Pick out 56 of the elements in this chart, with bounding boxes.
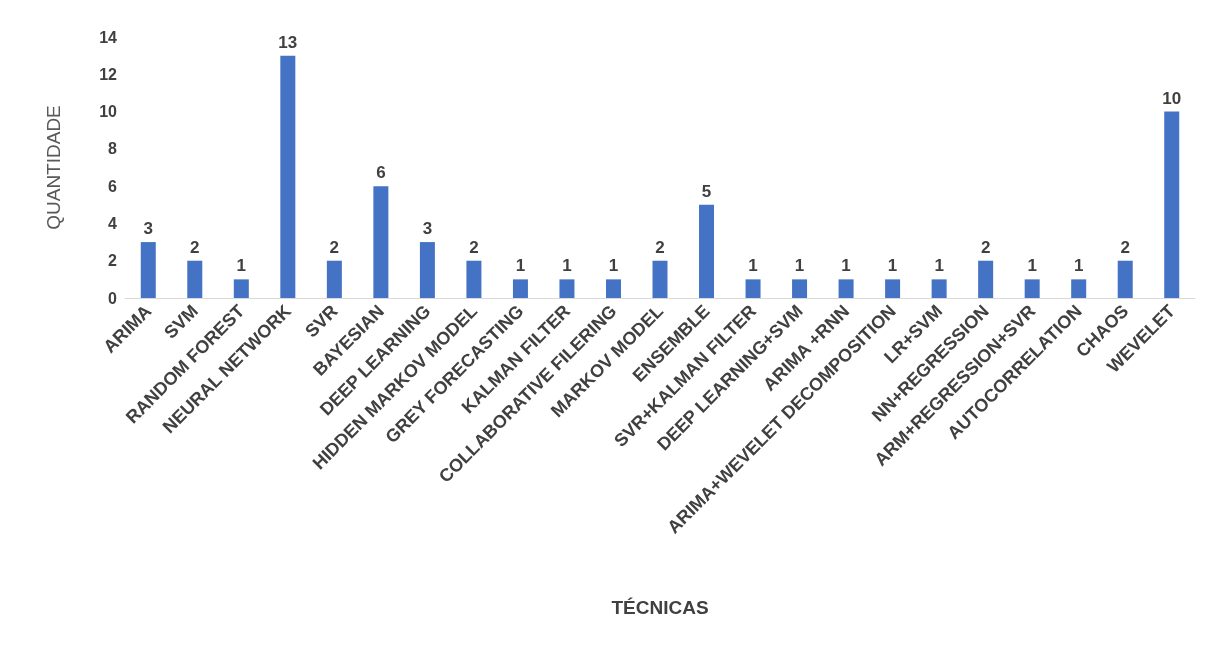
bar	[1024, 279, 1040, 298]
data-label: 1	[515, 256, 526, 276]
data-label: 6	[376, 163, 386, 183]
bar	[187, 260, 203, 298]
bar	[745, 279, 761, 298]
data-label: 1	[887, 256, 898, 276]
y-tick-label: 4	[108, 214, 118, 232]
bar	[1117, 260, 1133, 298]
x-axis-title: TÉCNICAS	[611, 597, 709, 618]
bar	[559, 279, 575, 298]
data-label: 2	[469, 237, 479, 257]
data-label: 1	[934, 256, 944, 276]
data-label: 13	[278, 32, 298, 52]
bar	[419, 242, 435, 298]
data-label: 2	[329, 237, 340, 257]
bar	[280, 55, 296, 298]
bar	[233, 279, 249, 298]
bar	[885, 279, 901, 298]
bar	[373, 186, 389, 298]
data-label: 1	[1073, 256, 1084, 276]
data-label: 1	[841, 256, 851, 276]
y-tick-label: 0	[108, 289, 118, 307]
bar	[140, 242, 156, 298]
data-label: 1	[608, 256, 619, 276]
y-tick-label: 12	[99, 65, 118, 83]
data-label: 1	[562, 256, 572, 276]
y-axis-title: QUANTIDADE	[43, 105, 64, 230]
data-label: 1	[1027, 256, 1037, 276]
data-label: 10	[1162, 88, 1182, 108]
bar	[512, 279, 528, 298]
bar	[792, 279, 808, 298]
data-label: 2	[1120, 237, 1130, 257]
data-label: 5	[701, 181, 712, 201]
y-tick-label: 10	[99, 103, 118, 121]
bar	[652, 260, 668, 298]
bar	[978, 260, 994, 298]
data-label: 2	[980, 237, 991, 257]
y-tick-label: 2	[108, 252, 118, 270]
data-label: 1	[748, 256, 758, 276]
data-label: 2	[190, 237, 200, 257]
bar	[838, 279, 854, 298]
data-label: 1	[794, 256, 805, 276]
data-label: 2	[655, 237, 665, 257]
bar	[1071, 279, 1087, 298]
bar	[605, 279, 621, 298]
data-label: 3	[143, 219, 153, 239]
data-label: 1	[236, 256, 247, 276]
data-label: 3	[422, 219, 433, 239]
bar	[326, 260, 342, 298]
bar	[466, 260, 482, 298]
y-tick-label: 6	[108, 177, 118, 195]
y-tick-label: 8	[108, 140, 118, 158]
bar	[699, 204, 715, 298]
bar	[931, 279, 947, 298]
bar	[1164, 111, 1180, 298]
y-tick-label: 14	[99, 28, 118, 46]
